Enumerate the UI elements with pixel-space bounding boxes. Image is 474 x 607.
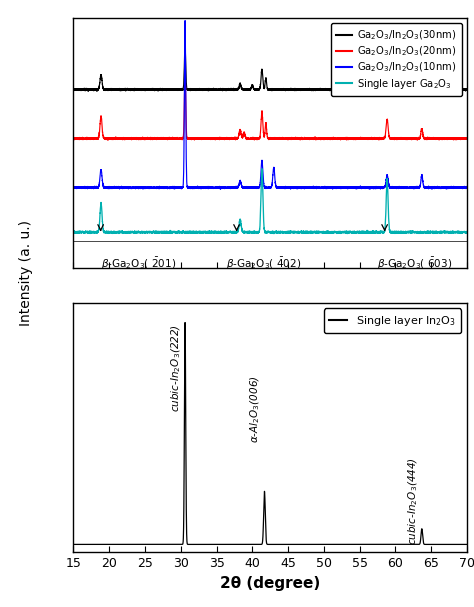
Legend: Ga$_2$O$_3$/In$_2$O$_3$(30nm), Ga$_2$O$_3$/In$_2$O$_3$(20nm), Ga$_2$O$_3$/In$_2$: Ga$_2$O$_3$/In$_2$O$_3$(30nm), Ga$_2$O$_… xyxy=(331,23,462,95)
Text: $\beta$-Ga$_2$O$_3$( $\bar{2}$01): $\beta$-Ga$_2$O$_3$( $\bar{2}$01) xyxy=(100,256,176,272)
Text: Intensity (a. u.): Intensity (a. u.) xyxy=(19,220,33,326)
Text: $\mathit{cubic}$-In$_2$O$_3$(444): $\mathit{cubic}$-In$_2$O$_3$(444) xyxy=(406,457,419,545)
Text: $\beta$-Ga$_2$O$_3$( $\bar{4}$02): $\beta$-Ga$_2$O$_3$( $\bar{4}$02) xyxy=(226,256,301,272)
Text: $\beta$-Ga$_2$O$_3$( $\bar{6}$03): $\beta$-Ga$_2$O$_3$( $\bar{6}$03) xyxy=(377,256,453,272)
Text: $\mathit{cubic}$-In$_2$O$_3$(222): $\mathit{cubic}$-In$_2$O$_3$(222) xyxy=(169,325,183,412)
X-axis label: 2θ (degree): 2θ (degree) xyxy=(220,576,320,591)
Text: $\alpha$-Al$_2$O$_3$(006): $\alpha$-Al$_2$O$_3$(006) xyxy=(249,375,262,443)
Legend: Single layer In$_2$O$_3$: Single layer In$_2$O$_3$ xyxy=(324,308,461,333)
